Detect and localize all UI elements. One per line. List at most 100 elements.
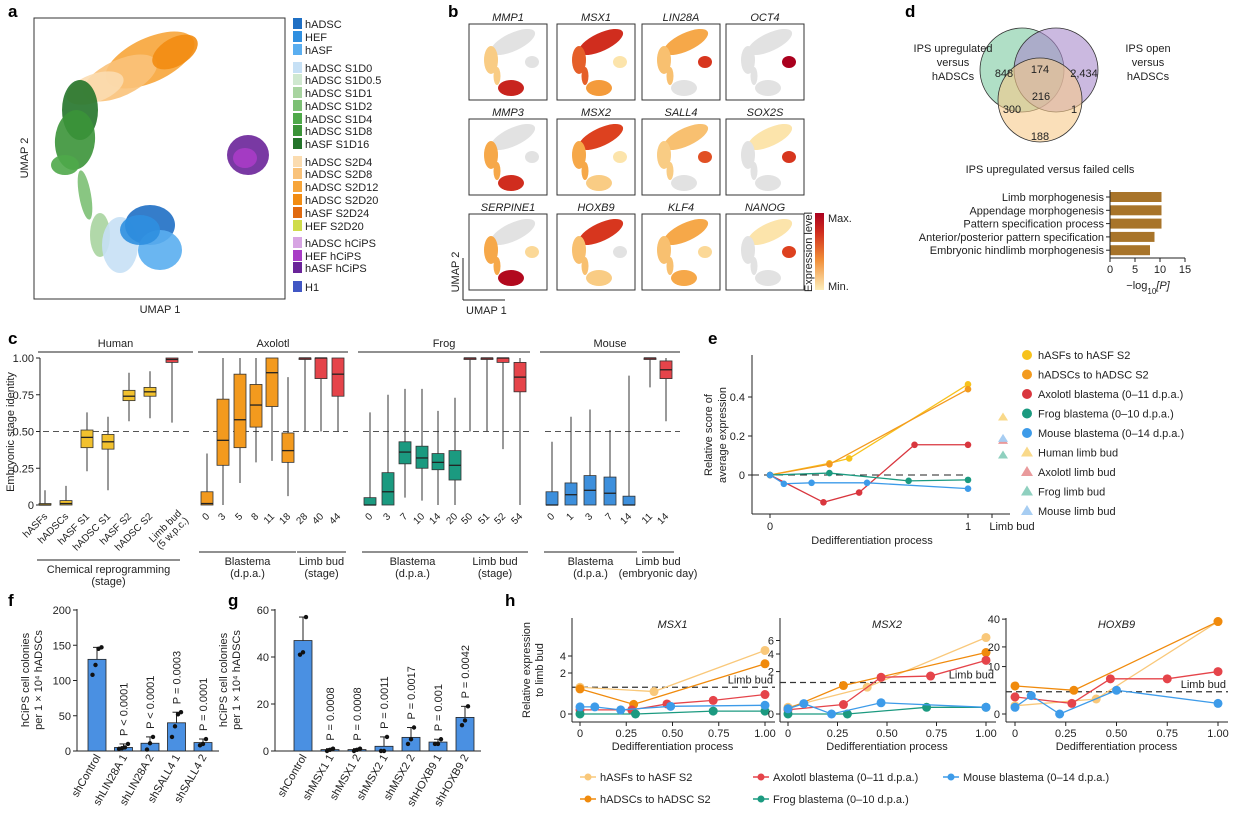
box: [122, 389, 136, 402]
region-upper-arm: [663, 123, 709, 151]
e-data-point: [964, 381, 972, 388]
umap-cell-cluster: [233, 148, 257, 168]
legend-swatch: [293, 250, 302, 261]
h-data-point: [876, 698, 886, 708]
box-x-label: 0: [363, 511, 375, 523]
venn-count: 2,434: [1070, 68, 1098, 80]
e-legend-label: hADSCs to hADSC S2: [1038, 370, 1149, 382]
box: [233, 373, 247, 449]
box: [200, 491, 214, 506]
data-point: [99, 645, 104, 650]
region-middle-arm: [581, 257, 589, 275]
h-data-point: [760, 645, 770, 655]
region-lower-cluster: [586, 80, 612, 96]
box-x-label: 5: [233, 511, 245, 523]
e-legend-label: Human limb bud: [1038, 448, 1118, 460]
box: [249, 384, 263, 428]
panel-label-a: a: [8, 2, 18, 21]
box-x-label: 14: [427, 511, 443, 527]
gene-title: MSX2: [581, 107, 611, 119]
data-point: [297, 652, 303, 657]
e-series-line: [769, 388, 969, 476]
legend-swatch: [293, 138, 302, 149]
venn-set-label: versus: [1132, 57, 1165, 69]
box: [381, 472, 395, 506]
y-tick-label: 20: [257, 699, 269, 711]
panel-label-g: g: [228, 591, 238, 610]
legend-label: H1: [305, 282, 319, 294]
legend-swatch: [293, 125, 302, 136]
venn-circle: [997, 57, 1083, 143]
venn-set-label: IPS upregulated: [914, 43, 993, 55]
h-x-tick-label: 0.25: [827, 728, 848, 740]
box: [216, 398, 230, 466]
h-y-tick-label: 4: [768, 649, 774, 661]
d-x-tick-label: 0: [1107, 264, 1113, 276]
e-data-point: [766, 471, 774, 479]
data-point: [172, 724, 178, 729]
gene-title: KLF4: [668, 202, 694, 214]
legend-swatch: [293, 168, 302, 179]
region-middle-arm: [750, 67, 758, 85]
region-upper-arm: [578, 123, 624, 151]
data-point: [465, 704, 471, 709]
h-xlabel: Dedifferentiation process: [826, 741, 948, 753]
h-ylabel: to limb bud: [534, 643, 546, 697]
h-data-point: [575, 684, 585, 694]
region-lower-cluster: [586, 175, 612, 191]
species-label: Mouse: [593, 338, 626, 350]
region-middle-arm: [657, 236, 671, 264]
gene-title: MMP1: [492, 12, 524, 24]
umap-cell-cluster: [51, 155, 79, 175]
h-data-point: [1213, 617, 1223, 627]
y-tick-label: 40: [257, 652, 269, 664]
h-legend-label: hASFs to hASF S2: [600, 772, 692, 784]
box-x-label: 0: [545, 511, 557, 523]
h-series-line: [788, 706, 986, 715]
condition-label: Blastema: [568, 556, 615, 568]
h-data-point: [827, 709, 837, 719]
h-data-point: [1055, 709, 1065, 719]
limb-bud-label: Limb bud: [1181, 679, 1226, 691]
region-hcips-cluster: [613, 56, 627, 68]
legend-swatch: [293, 62, 302, 73]
region-hcips-cluster: [698, 246, 712, 258]
h-data-point: [1112, 685, 1121, 695]
h-legend-marker: [757, 795, 765, 803]
e-data-point: [808, 479, 815, 487]
go-term-label: Limb morphogenesis: [1002, 192, 1105, 204]
y-tick-label: 50: [59, 711, 71, 723]
panel-label-c: c: [8, 329, 17, 348]
panel-label-h: h: [505, 591, 515, 610]
venn-count: 1: [1071, 104, 1077, 116]
region-middle-arm: [666, 257, 674, 275]
data-point: [147, 741, 153, 746]
colorbar-max: Max.: [828, 213, 852, 225]
region-middle-arm: [750, 257, 758, 275]
h-data-point: [708, 706, 718, 716]
h-xlabel: Dedifferentiation process: [612, 741, 734, 753]
legend-label: hASF S2D24: [305, 208, 369, 220]
data-point: [435, 741, 441, 747]
p-value-label: P = 0.0011: [379, 676, 391, 729]
h-y-tick-label: 0: [560, 709, 566, 721]
legend-label: hADSC S2D20: [305, 195, 378, 207]
panel-label-b: b: [448, 2, 458, 21]
e-legend-marker: [1022, 428, 1032, 438]
region-upper-arm: [490, 28, 536, 56]
e-data-point: [905, 477, 912, 485]
h-data-point: [1010, 702, 1020, 712]
venn-count: 300: [1003, 104, 1021, 116]
h-data-point: [760, 690, 770, 700]
e-data-point: [826, 469, 833, 477]
h-data-point: [783, 704, 793, 714]
venn-set-label: IPS open: [1125, 43, 1170, 55]
legend-swatch: [293, 262, 302, 273]
species-label: Human: [98, 338, 133, 350]
gene-title: LIN28A: [663, 12, 700, 24]
e-ylabel: Relative score of: [703, 393, 715, 476]
region-middle-arm: [581, 67, 589, 85]
h-x-tick-label: 0.75: [1157, 728, 1178, 740]
venn-set-label: versus: [937, 57, 970, 69]
region-hcips-cluster: [782, 246, 796, 258]
